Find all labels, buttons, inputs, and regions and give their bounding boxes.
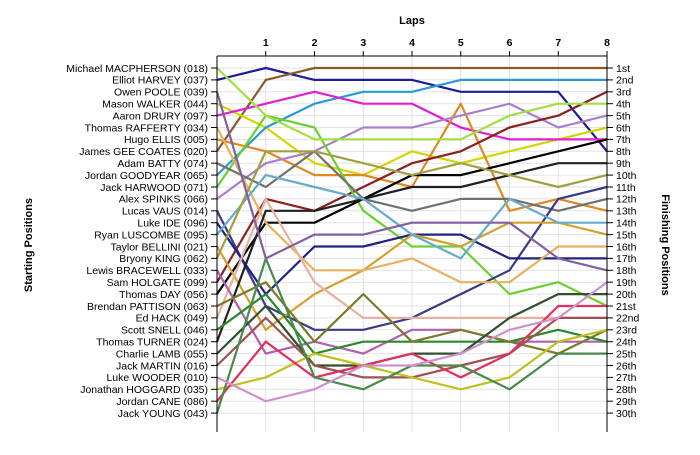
starting-position-label: Jordan CANE (086) xyxy=(116,396,208,408)
finishing-position-label: 19th xyxy=(616,277,637,289)
series-line-15 xyxy=(216,126,607,284)
y-axis-title-right: Finishing Positions xyxy=(659,194,671,295)
starting-position-label: Thomas TURNER (024) xyxy=(96,337,208,349)
finishing-position-label: 23rd xyxy=(616,325,637,337)
finishing-position-label: 16th xyxy=(616,241,637,253)
starting-position-label: Bryony KING (062) xyxy=(119,253,208,265)
finishing-position-label: 28th xyxy=(616,384,637,396)
starting-position-label: Luke WOODER (010) xyxy=(106,372,208,384)
finishing-position-label: 21st xyxy=(616,301,636,313)
starting-position-label: Luke IDE (096) xyxy=(137,218,208,230)
lap-tick-label: 4 xyxy=(409,37,415,49)
series-line-30 xyxy=(216,67,607,141)
lap-tick-label: 8 xyxy=(604,37,610,49)
series-line-8 xyxy=(216,90,608,283)
series-line-20 xyxy=(216,269,607,355)
starting-position-label: Ed HACK (049) xyxy=(136,313,208,325)
finishing-position-label: 26th xyxy=(616,360,637,372)
finishing-position-label: 11th xyxy=(616,182,636,194)
axes-frame xyxy=(211,51,613,432)
lap-tick-label: 2 xyxy=(312,37,318,49)
series-line-9 xyxy=(216,114,608,307)
series-line-22 xyxy=(216,281,608,355)
series-line-3 xyxy=(216,102,608,177)
finishing-position-label: 30th xyxy=(616,408,637,420)
starting-position-label: James GEE COATES (020) xyxy=(79,146,208,158)
finishing-position-label: 5th xyxy=(616,110,631,122)
series-line-29 xyxy=(215,91,608,272)
series-line-11 xyxy=(216,150,608,212)
finishing-position-label: 12th xyxy=(616,194,637,206)
finishing-position-label: 6th xyxy=(616,122,631,134)
finishing-position-label: 25th xyxy=(616,348,637,360)
starting-position-label: Jordan GOODYEAR (065) xyxy=(85,170,208,182)
starting-position-label: Michael MACPHERSON (018) xyxy=(66,63,208,75)
starting-position-label: Elliot HARVEY (037) xyxy=(112,75,208,87)
lap-tick-label: 5 xyxy=(458,37,464,49)
starting-position-label: Owen POOLE (039) xyxy=(114,87,208,99)
finishing-position-label: 24th xyxy=(616,337,637,349)
grid xyxy=(217,56,608,432)
starting-position-label: Jack HARWOOD (071) xyxy=(100,182,208,194)
series-line-16 xyxy=(215,162,607,343)
starting-position-label: Aaron DRURY (097) xyxy=(113,110,208,122)
starting-position-label: Jonathan HOGGARD (035) xyxy=(80,384,208,396)
finishing-position-label: 15th xyxy=(616,229,637,241)
finishing-position-label: 10th xyxy=(616,170,637,182)
starting-position-label: Jack YOUNG (043) xyxy=(118,408,208,420)
series-lines xyxy=(215,66,608,414)
finishing-position-label: 27th xyxy=(616,372,637,384)
series-line-1 xyxy=(216,66,608,152)
starting-position-label: Alex SPINKS (066) xyxy=(119,194,208,206)
starting-position-label: Charlie LAMB (055) xyxy=(116,348,208,360)
lap-tick-label: 6 xyxy=(507,37,513,49)
starting-position-label: Brendan PATTISON (063) xyxy=(87,301,208,313)
starting-position-label: Taylor BELLINI (021) xyxy=(111,241,208,253)
series-line-25 xyxy=(216,328,608,391)
starting-position-label: Lucas VAUS (014) xyxy=(122,206,208,218)
starting-position-label: Scott SNELL (046) xyxy=(121,325,208,337)
starting-position-label: Thomas RAFFERTY (034) xyxy=(85,122,208,134)
finishing-position-label: 17th xyxy=(616,253,637,265)
y-axis-title-left: Starting Positions xyxy=(23,198,35,292)
starting-position-label: Hugo ELLIS (005) xyxy=(124,134,208,146)
finishing-position-label: 9th xyxy=(616,158,631,170)
finishing-position-label: 8th xyxy=(616,146,631,158)
finishing-position-label: 1st xyxy=(616,63,630,75)
lap-tick-label: 1 xyxy=(263,37,269,49)
starting-position-label: Sam HOLGATE (099) xyxy=(107,277,208,289)
finishing-position-label: 13th xyxy=(616,206,637,218)
lap-tick-label: 7 xyxy=(555,37,561,49)
finishing-position-label: 4th xyxy=(616,99,631,111)
lap-tick-label: 3 xyxy=(360,37,366,49)
starting-position-label: Lewis BRACEWELL (033) xyxy=(86,265,208,277)
series-line-18 xyxy=(215,150,608,259)
series-line-2 xyxy=(216,66,607,152)
labels: 1 2 3 4 5 6 7 8 Michael MACPHERSON (018)Elliot H… xyxy=(66,37,639,420)
finishing-position-label: 7th xyxy=(616,134,631,146)
starting-position-label: Thomas DAY (056) xyxy=(119,289,208,301)
starting-position-label: Mason WALKER (044) xyxy=(102,99,208,111)
finishing-position-label: 14th xyxy=(616,218,637,230)
series-line-19 xyxy=(215,197,607,319)
starting-position-label: Jack MARTIN (016) xyxy=(116,360,208,372)
series-line-17 xyxy=(216,174,607,260)
finishing-position-label: 29th xyxy=(616,396,637,408)
finishing-position-label: 20th xyxy=(616,289,637,301)
series-line-5 xyxy=(216,90,607,141)
finishing-position-label: 2nd xyxy=(616,75,634,87)
starting-position-label: Adam BATTY (074) xyxy=(117,158,208,170)
finishing-position-label: 22nd xyxy=(616,313,640,325)
x-axis-title: Laps xyxy=(399,15,425,27)
finishing-position-label: 3rd xyxy=(616,87,631,99)
finishing-position-label: 18th xyxy=(616,265,637,277)
starting-position-label: Ryan LUSCOMBE (095) xyxy=(94,229,208,241)
series-line-28 xyxy=(216,281,608,403)
